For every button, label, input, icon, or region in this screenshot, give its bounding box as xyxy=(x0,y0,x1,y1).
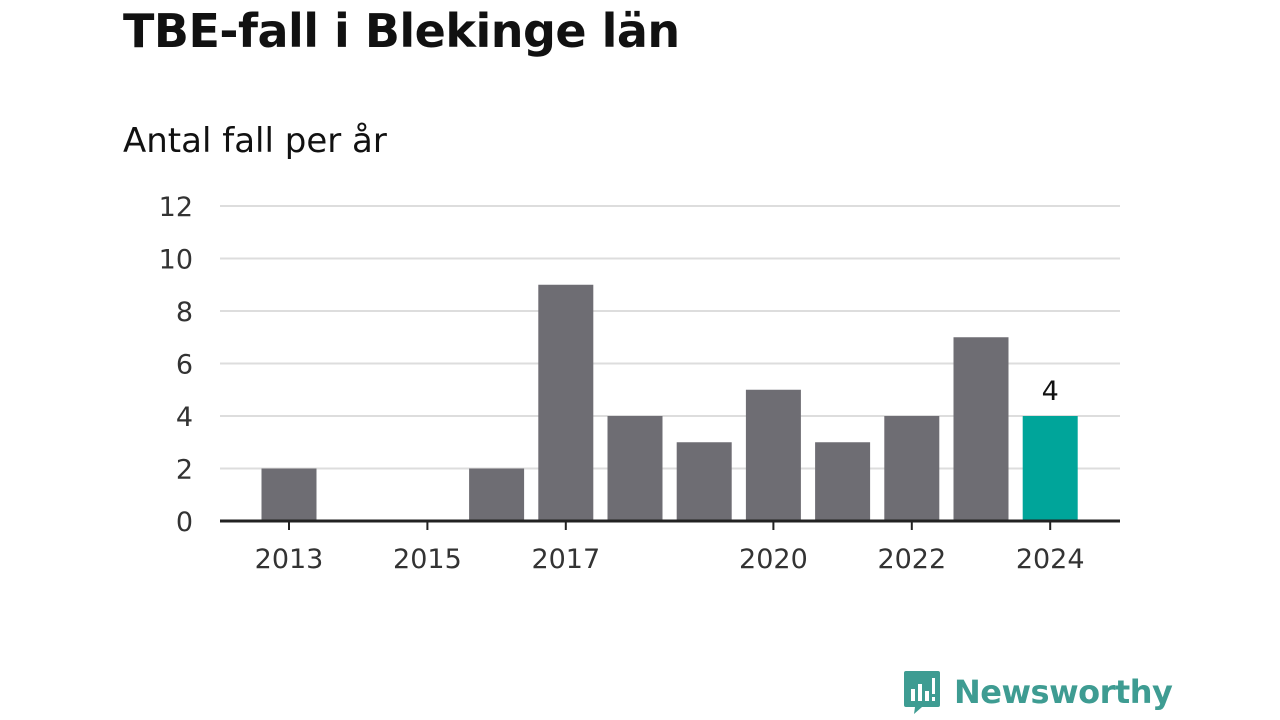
chart-subtitle: Antal fall per år xyxy=(123,121,387,161)
x-axis-ticks: 2013 2015 2017 2020 2022 2024 xyxy=(255,521,1085,575)
y-axis-tick-labels: 0 2 4 6 8 10 12 xyxy=(159,192,193,538)
y-tick-label: 6 xyxy=(176,350,193,381)
data-labels: 4 xyxy=(1042,376,1059,407)
chart-title: TBE-fall i Blekinge län xyxy=(123,4,680,58)
bar-2020 xyxy=(745,389,801,521)
x-tick-label: 2024 xyxy=(1016,544,1085,575)
newsworthy-logo-icon xyxy=(904,671,940,714)
x-tick-label: 2013 xyxy=(255,544,324,575)
x-tick-label: 2022 xyxy=(877,544,946,575)
bar-2018 xyxy=(607,416,663,521)
data-label-2024: 4 xyxy=(1042,376,1059,407)
y-tick-label: 2 xyxy=(176,455,193,486)
y-tick-label: 10 xyxy=(159,245,193,276)
newsworthy-brand: Newsworthy xyxy=(902,668,1173,716)
y-tick-label: 4 xyxy=(176,402,193,433)
bar-2024 xyxy=(1022,416,1078,521)
y-tick-label: 0 xyxy=(176,507,193,538)
bar-2013 xyxy=(261,468,317,521)
y-tick-label: 8 xyxy=(176,297,193,328)
bar-2016 xyxy=(469,468,525,521)
bars xyxy=(261,284,1078,521)
brand-name: Newsworthy xyxy=(954,673,1173,711)
bar-2019 xyxy=(676,442,732,521)
bar-2017 xyxy=(538,284,594,521)
x-tick-label: 2020 xyxy=(739,544,808,575)
bar-2021 xyxy=(815,442,871,521)
x-tick-label: 2017 xyxy=(531,544,600,575)
y-tick-label: 12 xyxy=(159,192,193,223)
bar-2022 xyxy=(884,416,940,521)
x-tick-label: 2015 xyxy=(393,544,462,575)
bar-2023 xyxy=(953,337,1009,521)
